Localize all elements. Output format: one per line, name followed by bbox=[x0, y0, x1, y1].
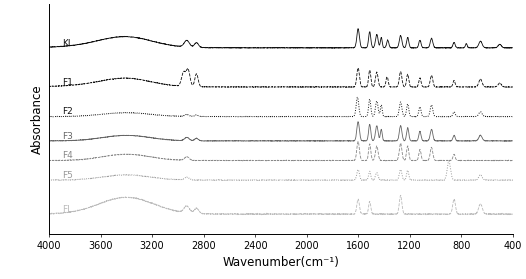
Text: F5: F5 bbox=[62, 171, 73, 180]
Text: F3: F3 bbox=[62, 132, 73, 141]
Text: F4: F4 bbox=[62, 151, 73, 160]
Y-axis label: Absorbance: Absorbance bbox=[31, 85, 44, 154]
Text: F2: F2 bbox=[62, 107, 73, 116]
Text: Fl: Fl bbox=[62, 205, 69, 214]
Text: F1: F1 bbox=[62, 78, 73, 87]
Text: KL: KL bbox=[62, 39, 73, 47]
X-axis label: Wavenumber(cm⁻¹): Wavenumber(cm⁻¹) bbox=[222, 256, 339, 269]
